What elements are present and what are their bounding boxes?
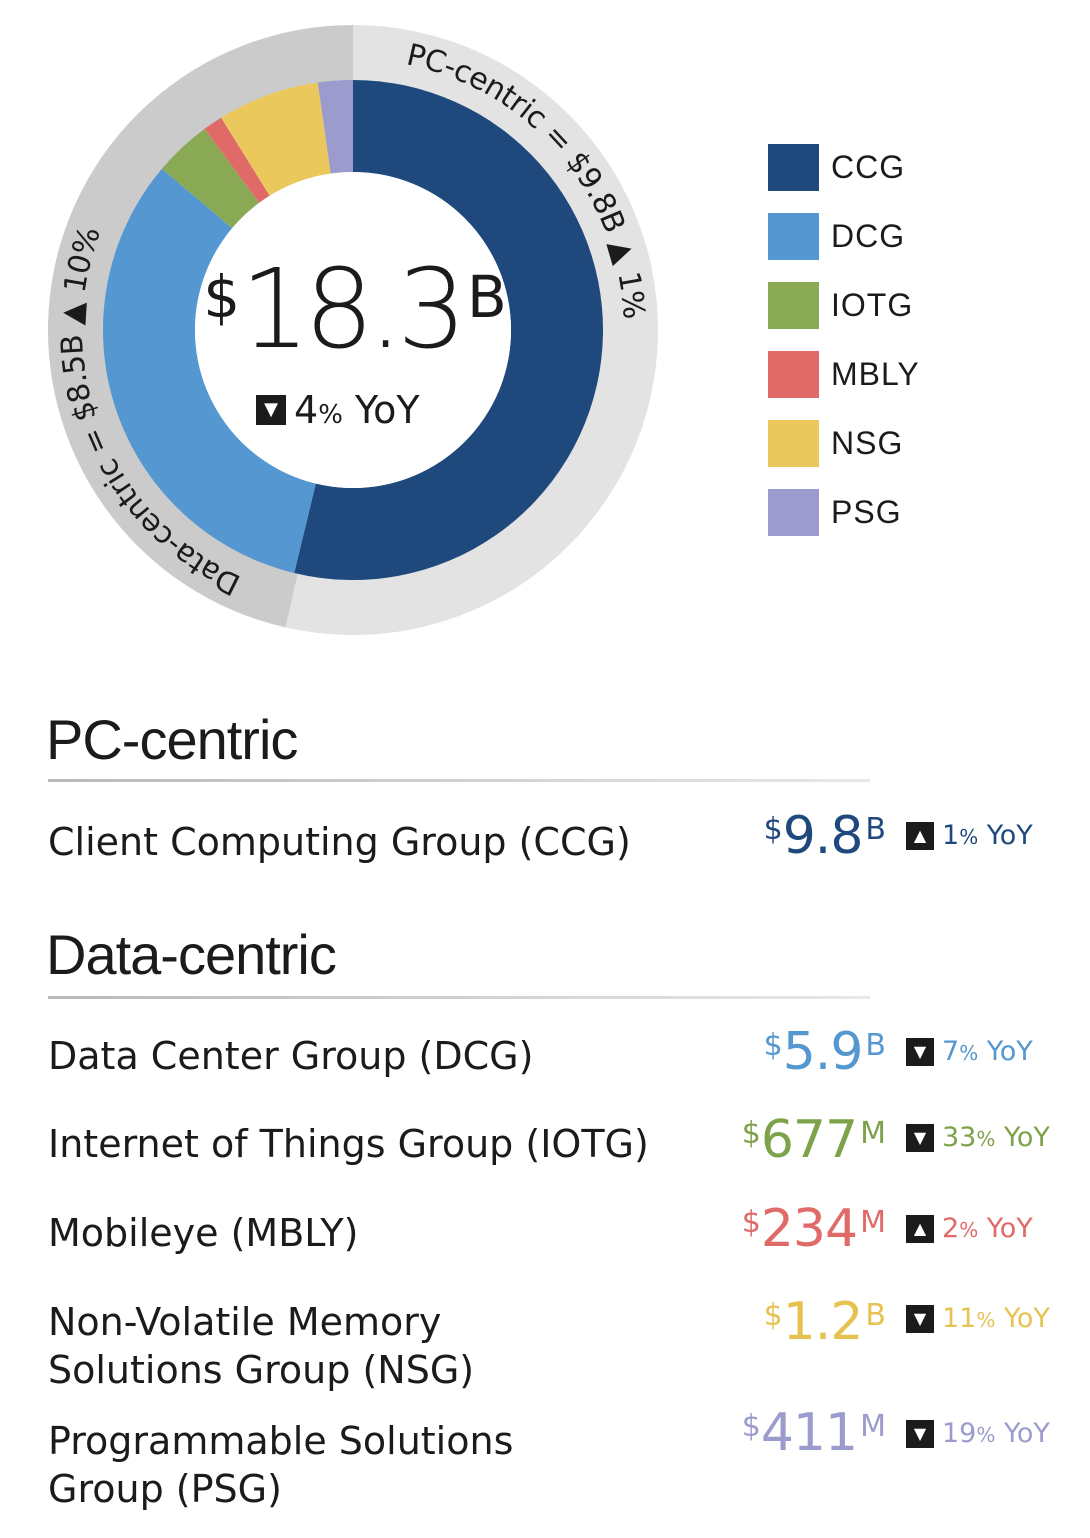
legend-item-iotg: IOTG bbox=[768, 271, 920, 340]
segment-label-dcg: Data Center Group (DCG) bbox=[48, 1034, 534, 1078]
total-currency: $ bbox=[203, 263, 241, 331]
triangle-down-icon: ▼ bbox=[906, 1037, 934, 1066]
total-yoy: ▼ 4% YoY bbox=[256, 388, 456, 432]
triangle-up-icon: ▲ bbox=[906, 1214, 934, 1243]
segment-yoy-ccg: ▲ 1% YoY bbox=[906, 820, 1033, 851]
legend-item-dcg: DCG bbox=[768, 202, 920, 271]
segment-yoy-dcg: ▼ 7% YoY bbox=[906, 1036, 1033, 1067]
legend-swatch bbox=[768, 489, 819, 536]
slice-dcg bbox=[102, 168, 316, 573]
total-unit: B bbox=[467, 263, 507, 331]
legend-item-mbly: MBLY bbox=[768, 340, 920, 409]
legend-swatch bbox=[768, 144, 819, 191]
triangle-down-icon: ▼ bbox=[906, 1419, 934, 1448]
yoy-change: 2% YoY bbox=[942, 1213, 1033, 1244]
segment-label-psg: Programmable Solutions Group (PSG) bbox=[48, 1419, 514, 1511]
section-divider bbox=[48, 996, 870, 999]
segment-amount-iotg: $677 M bbox=[741, 1110, 886, 1170]
slice-ccg bbox=[294, 80, 604, 581]
slice-nsg bbox=[221, 82, 331, 196]
total-revenue: $18.3 B bbox=[190, 245, 520, 373]
total-value: 18.3 bbox=[240, 245, 467, 373]
yoy-change: 19% YoY bbox=[942, 1418, 1050, 1449]
yoy-change: 7% YoY bbox=[942, 1036, 1033, 1067]
segment-amount-dcg: $5.9 B bbox=[763, 1022, 886, 1082]
legend-swatch bbox=[768, 351, 819, 398]
data-centric-title: Data-centric bbox=[46, 923, 337, 986]
segment-label-ccg: Client Computing Group (CCG) bbox=[48, 820, 631, 864]
slice-iotg bbox=[161, 128, 260, 229]
slice-mbly bbox=[204, 117, 270, 203]
legend-item-nsg: NSG bbox=[768, 409, 920, 478]
segment-yoy-psg: ▼ 19% YoY bbox=[906, 1418, 1050, 1449]
legend-swatch bbox=[768, 282, 819, 329]
segment-amount-mbly: $234 M bbox=[741, 1199, 886, 1259]
legend-item-ccg: CCG bbox=[768, 133, 920, 202]
legend-swatch bbox=[768, 213, 819, 260]
legend-swatch bbox=[768, 420, 819, 467]
segment-yoy-mbly: ▲ 2% YoY bbox=[906, 1213, 1033, 1244]
segment-yoy-iotg: ▼ 33% YoY bbox=[906, 1122, 1050, 1153]
segment-amount-ccg: $9.8 B bbox=[763, 806, 886, 866]
yoy-change: 1% YoY bbox=[942, 820, 1033, 851]
legend-label: NSG bbox=[831, 425, 904, 461]
slice-psg bbox=[317, 80, 353, 174]
legend-item-psg: PSG bbox=[768, 478, 920, 547]
yoy-change: 11% YoY bbox=[942, 1303, 1050, 1334]
pc-centric-title: PC-centric bbox=[46, 708, 298, 771]
legend-label: MBLY bbox=[831, 356, 920, 392]
section-divider bbox=[48, 779, 870, 782]
total-yoy-change: 4% YoY bbox=[294, 388, 420, 432]
segment-label-mbly: Mobileye (MBLY) bbox=[48, 1211, 359, 1255]
legend-label: DCG bbox=[831, 218, 906, 254]
legend-label: CCG bbox=[831, 149, 906, 185]
legend-label: IOTG bbox=[831, 287, 914, 323]
group-arc-data-centric bbox=[48, 25, 354, 628]
segment-amount-nsg: $1.2 B bbox=[763, 1292, 886, 1352]
triangle-down-icon: ▼ bbox=[906, 1123, 934, 1152]
donut-chart: PC-centric = $9.8B ▲ 1%Data-centric = $8… bbox=[48, 25, 658, 635]
legend-label: PSG bbox=[831, 494, 902, 530]
segment-label-iotg: Internet of Things Group (IOTG) bbox=[48, 1122, 649, 1166]
triangle-down-icon: ▼ bbox=[256, 395, 286, 425]
yoy-change: 33% YoY bbox=[942, 1122, 1050, 1153]
group-arc-pc-centric bbox=[285, 25, 658, 635]
triangle-down-icon: ▼ bbox=[906, 1304, 934, 1333]
segment-yoy-nsg: ▼ 11% YoY bbox=[906, 1303, 1050, 1334]
legend: CCG DCG IOTG MBLY NSG PSG bbox=[768, 133, 920, 547]
segment-label-nsg: Non-Volatile Memory Solutions Group (NSG… bbox=[48, 1300, 475, 1392]
triangle-up-icon: ▲ bbox=[906, 821, 934, 850]
segment-amount-psg: $411 M bbox=[741, 1403, 886, 1463]
